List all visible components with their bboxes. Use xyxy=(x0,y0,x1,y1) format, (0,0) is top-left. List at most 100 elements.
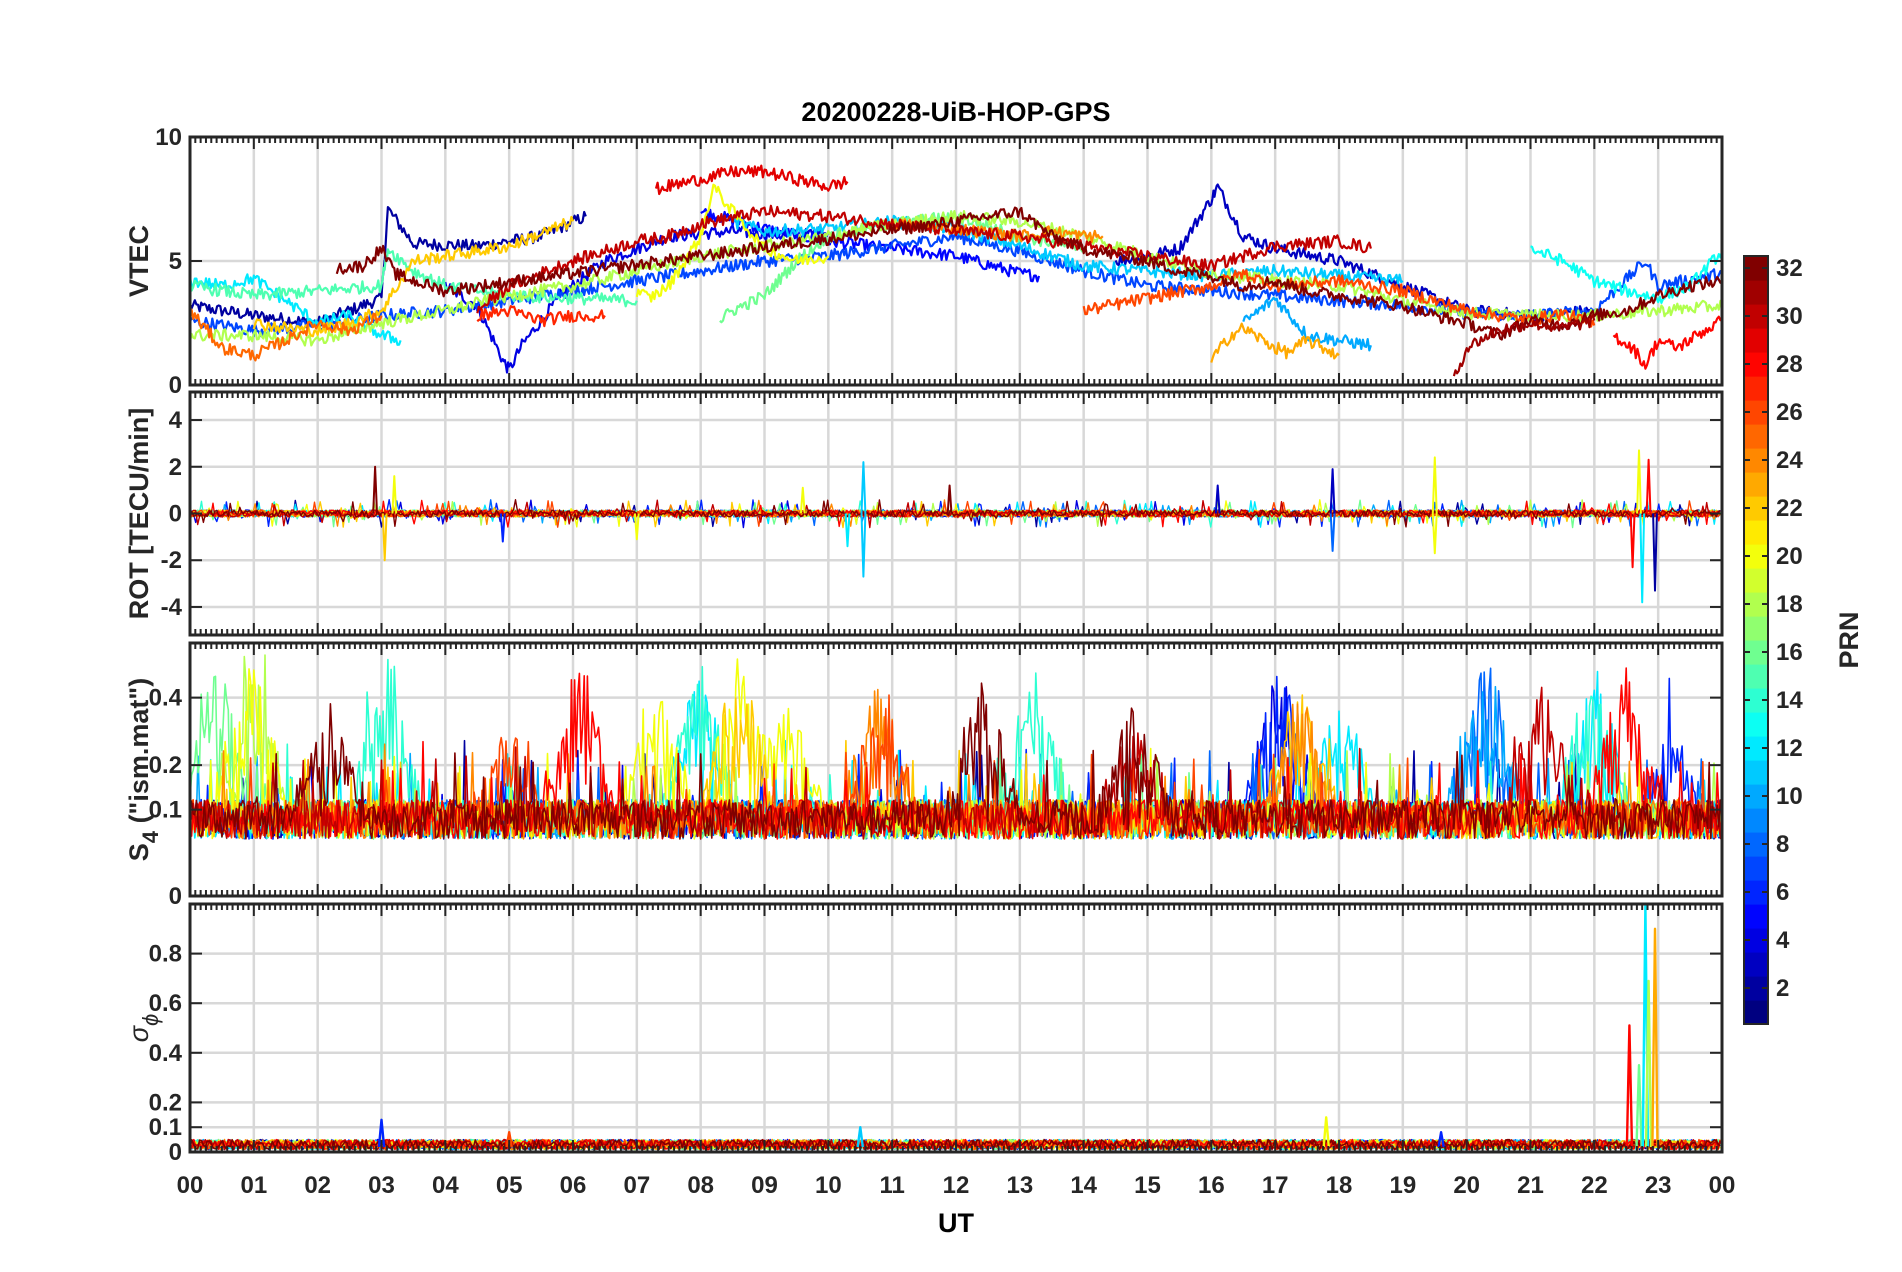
x-tick-label: 00 xyxy=(177,1172,204,1199)
x-tick-label: 12 xyxy=(943,1172,970,1199)
colorbar-segment-9 xyxy=(1744,808,1768,833)
x-tick-label: 14 xyxy=(1070,1172,1097,1199)
x-tick-label: 04 xyxy=(432,1172,459,1199)
rot-spike-11 xyxy=(1329,468,1336,514)
colorbar-tick-label: 22 xyxy=(1776,495,1803,522)
x-minor-ticks xyxy=(189,643,1723,897)
colorbar-tick-label: 28 xyxy=(1776,351,1803,378)
y-axis-label-vtec: VTEC xyxy=(124,225,154,297)
vtec-series-prn-23 xyxy=(1210,322,1340,363)
colorbar-tick-label: 32 xyxy=(1776,255,1803,282)
vtec-series-prn-28 xyxy=(1612,315,1722,370)
series-group xyxy=(190,449,1721,604)
x-tick-label: 23 xyxy=(1645,1172,1672,1199)
rot-spike-3 xyxy=(499,513,506,543)
y-tick-label: 0.1 xyxy=(149,797,182,824)
x-tick-label: 06 xyxy=(560,1172,587,1199)
rot-spike-6 xyxy=(860,461,867,514)
sigma-spike-4 xyxy=(1437,1131,1445,1148)
x-tick-label: 20 xyxy=(1453,1172,1480,1199)
x-minor-ticks xyxy=(189,392,1723,635)
colorbar-tick-label: 30 xyxy=(1776,303,1803,330)
y-axis-label-s4: S4 ("ism.mat") xyxy=(124,678,163,861)
rot-spike-19 xyxy=(1629,513,1636,569)
rot-spike-7 xyxy=(860,513,867,578)
x-tick-label: 10 xyxy=(815,1172,842,1199)
colorbar-tick-label: 12 xyxy=(1776,735,1803,762)
rot-series-prn-32 xyxy=(190,499,1721,528)
y-axis-label-rot: ROT [TECU/min] xyxy=(124,408,154,619)
rot-spike-10 xyxy=(1214,484,1221,514)
rot-spike-4 xyxy=(633,513,640,541)
y-tick-label: 0 xyxy=(169,372,182,399)
y-tick-label: 0 xyxy=(169,501,182,528)
x-tick-label: 11 xyxy=(879,1172,904,1199)
chart-title: 20200228-UiB-HOP-GPS xyxy=(801,97,1110,127)
sigma-spike-3 xyxy=(1322,1116,1330,1148)
y-tick-label: 0.8 xyxy=(149,941,182,968)
colorbar-segment-3 xyxy=(1744,952,1768,977)
y-tick-label: 5 xyxy=(169,248,182,275)
colorbar-tick-label: 16 xyxy=(1776,639,1803,666)
y-tick-label: 0 xyxy=(169,1139,182,1166)
rot-spike-0 xyxy=(372,465,378,514)
x-tick-label: 05 xyxy=(496,1172,523,1199)
y-tick-label: 0.2 xyxy=(149,752,182,779)
x-minor-ticks xyxy=(189,136,1723,386)
colorbar-tick-label: 4 xyxy=(1776,927,1790,954)
s4-series-prn-32 xyxy=(190,682,1722,840)
x-tick-label: 22 xyxy=(1581,1172,1608,1199)
colorbar-tick-label: 26 xyxy=(1776,399,1803,426)
panel-s4: 0 0.1 0.2 0.4S4 ("ism.mat") xyxy=(124,641,1724,910)
colorbar-tick-label: 10 xyxy=(1776,783,1803,810)
y-tick-label: 10 xyxy=(155,124,182,151)
vtec-series-prn-13 xyxy=(1530,245,1722,304)
colorbar-segment-27 xyxy=(1744,376,1768,401)
rot-spike-8 xyxy=(844,513,851,548)
colorbar-segment-13 xyxy=(1744,712,1768,737)
y-tick-label: 0.6 xyxy=(149,990,182,1017)
series-group xyxy=(190,654,1722,840)
x-axis: 00 01 02 03 04 05 06 07 08 09 10 11 12 13 14 15 16 17 18 19… xyxy=(177,1172,1736,1199)
y-tick-label: 0 xyxy=(169,883,182,910)
colorbar-tick-label: 2 xyxy=(1776,975,1789,1002)
x-tick-label: 01 xyxy=(240,1172,267,1199)
colorbar-segment-7 xyxy=(1744,856,1768,881)
x-tick-label: 18 xyxy=(1326,1172,1353,1199)
x-minor-ticks xyxy=(189,904,1723,1153)
x-axis-label: UT xyxy=(938,1208,974,1238)
vtec-series-prn-15 xyxy=(190,248,638,308)
panel-vtec: 0 5 10 VTEC xyxy=(124,124,1724,399)
rot-spike-9 xyxy=(946,484,953,514)
vtec-series-prn-27 xyxy=(476,305,606,328)
vtec-series-prn-25 xyxy=(190,307,383,362)
colorbar-segment-17 xyxy=(1744,616,1768,641)
x-tick-label: 13 xyxy=(1006,1172,1033,1199)
x-tick-label: 19 xyxy=(1389,1172,1416,1199)
y-tick-label: 0.4 xyxy=(149,1040,183,1067)
x-tick-label: 15 xyxy=(1134,1172,1161,1199)
rot-spike-13 xyxy=(1431,456,1438,514)
colorbar-segment-19 xyxy=(1744,568,1768,593)
x-tick-label: 16 xyxy=(1198,1172,1225,1199)
rot-spike-12 xyxy=(1329,513,1336,552)
colorbar-tick-label: 6 xyxy=(1776,879,1789,906)
vtec-series-prn-26 xyxy=(1082,269,1596,328)
y-tick-label: 4 xyxy=(169,407,183,434)
x-tick-label: 17 xyxy=(1262,1172,1289,1199)
x-tick-label: 02 xyxy=(304,1172,331,1199)
colorbar-tick-label: 18 xyxy=(1776,591,1803,618)
vtec-series-prn-29 xyxy=(654,164,849,196)
rot-spike-18 xyxy=(1652,513,1658,592)
rot-spike-14 xyxy=(1431,513,1438,555)
colorbar-label: PRN xyxy=(1834,611,1864,668)
colorbar-segment-25 xyxy=(1744,424,1768,449)
sigma-spike-5 xyxy=(1625,1024,1634,1148)
y-axis-label-sigma_phi: σϕ xyxy=(124,1014,163,1043)
colorbar-frame xyxy=(1743,255,1769,1025)
rot-spike-5 xyxy=(799,486,806,514)
colorbar-segment-1 xyxy=(1744,1000,1768,1025)
rot-spike-16 xyxy=(1639,513,1646,604)
